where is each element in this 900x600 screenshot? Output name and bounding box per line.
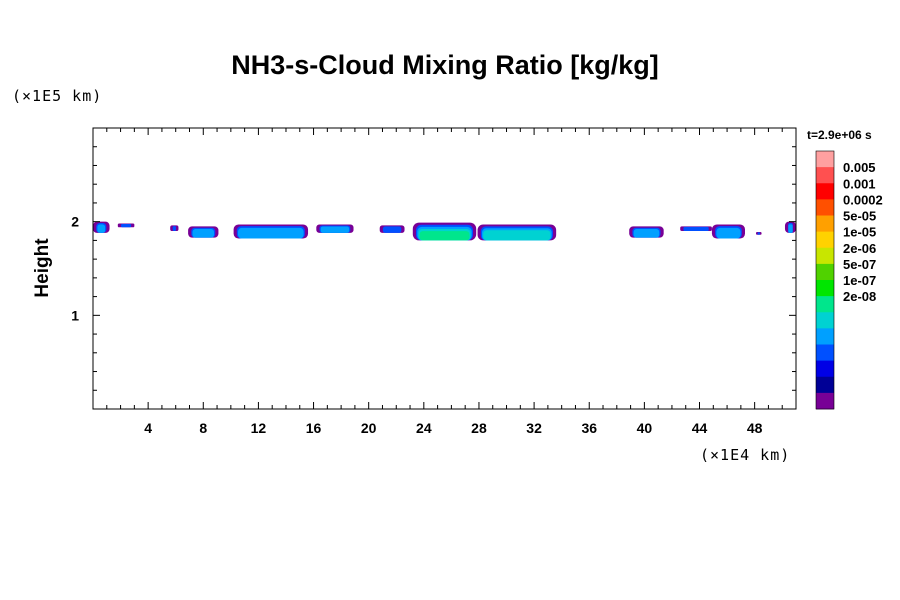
chart-title: NH3-s-Cloud Mixing Ratio [kg/kg]: [231, 50, 659, 80]
plot-frame: [92, 127, 797, 410]
colorbar-label: 0.005: [843, 160, 876, 175]
colorbar-swatch: [816, 151, 834, 168]
colorbar-swatch: [816, 280, 834, 297]
colorbar-swatch: [816, 215, 834, 233]
x-tick-label: 20: [361, 420, 377, 436]
colorbar-swatch: [816, 263, 834, 281]
cloud-patch: [188, 226, 219, 238]
colorbar-label: 2e-08: [843, 289, 876, 304]
cloud-contour: [633, 229, 660, 238]
cloud-patch: [477, 224, 557, 241]
cloud-contour: [483, 230, 551, 241]
y-axis-unit: (×1E5 km): [12, 87, 102, 105]
colorbar-label: 0.001: [843, 176, 876, 191]
cloud-patch: [379, 225, 405, 233]
cloud-contour: [97, 224, 106, 233]
colorbar-label: 2e-06: [843, 241, 876, 256]
x-axis-unit: (×1E4 km): [700, 446, 790, 464]
x-tick-label: 8: [199, 420, 207, 436]
cloud-contour: [172, 226, 176, 232]
colorbar-swatch: [816, 167, 834, 184]
cloud-patch: [316, 224, 354, 233]
cloud-field: [93, 221, 796, 241]
cloud-contour: [757, 232, 760, 235]
x-tick-label: 4: [144, 420, 152, 436]
x-tick-label: 16: [306, 420, 322, 436]
x-tick-label: 36: [581, 420, 597, 436]
cloud-patch: [711, 224, 745, 239]
cloud-patch: [756, 231, 762, 235]
y-tick-label: 1: [71, 307, 79, 323]
cloud-patch: [233, 224, 309, 239]
time-label: t=2.9e+06 s: [807, 128, 872, 142]
x-tick-label: 40: [637, 420, 653, 436]
cloud-patch: [93, 221, 110, 233]
cloud-patch: [117, 223, 135, 228]
colorbar-label: 1e-07: [843, 273, 876, 288]
y-axis-label: Height: [32, 238, 53, 298]
cloud-contour: [192, 229, 215, 238]
colorbar-label: 5e-07: [843, 257, 876, 272]
x-tick-label: 44: [692, 420, 708, 436]
cloud-contour: [788, 224, 793, 233]
colorbar-swatch: [816, 344, 834, 362]
colorbar-swatch: [816, 199, 834, 216]
x-tick-label: 12: [251, 420, 267, 436]
cloud-contour: [683, 226, 709, 232]
y-tick-label: 2: [71, 214, 79, 230]
cloud-patch: [412, 222, 477, 241]
cloud-patch: [784, 221, 796, 233]
colorbar-label: 0.0002: [843, 192, 883, 207]
cloud-contour: [716, 227, 741, 239]
colorbar-swatch: [816, 360, 834, 378]
colorbar-swatch: [816, 231, 834, 249]
cloud-contour: [320, 226, 350, 233]
cloud-contour: [238, 227, 304, 239]
x-tick-label: 24: [416, 420, 432, 436]
colorbar-swatch: [816, 183, 834, 200]
cloud-contour: [121, 223, 132, 228]
colorbar-swatch: [816, 392, 834, 410]
colorbar-frame: [815, 150, 835, 410]
cloud-patch: [170, 225, 179, 232]
colorbar-label: 5e-05: [843, 209, 876, 224]
colorbar-swatch: [816, 247, 834, 265]
colorbar-swatch: [816, 296, 834, 313]
x-tick-label: 32: [526, 420, 542, 436]
x-tick-label: 48: [747, 420, 763, 436]
colorbar-swatch: [816, 376, 834, 394]
colorbar-swatch: [816, 328, 834, 345]
cloud-contour: [382, 226, 402, 233]
cloud-patch: [680, 226, 712, 232]
cloud-contour: [419, 231, 470, 241]
x-tick-label: 28: [471, 420, 487, 436]
cloud-patch: [629, 226, 664, 238]
colorbar-swatch: [816, 312, 834, 329]
colorbar-label: 1e-05: [843, 225, 876, 240]
